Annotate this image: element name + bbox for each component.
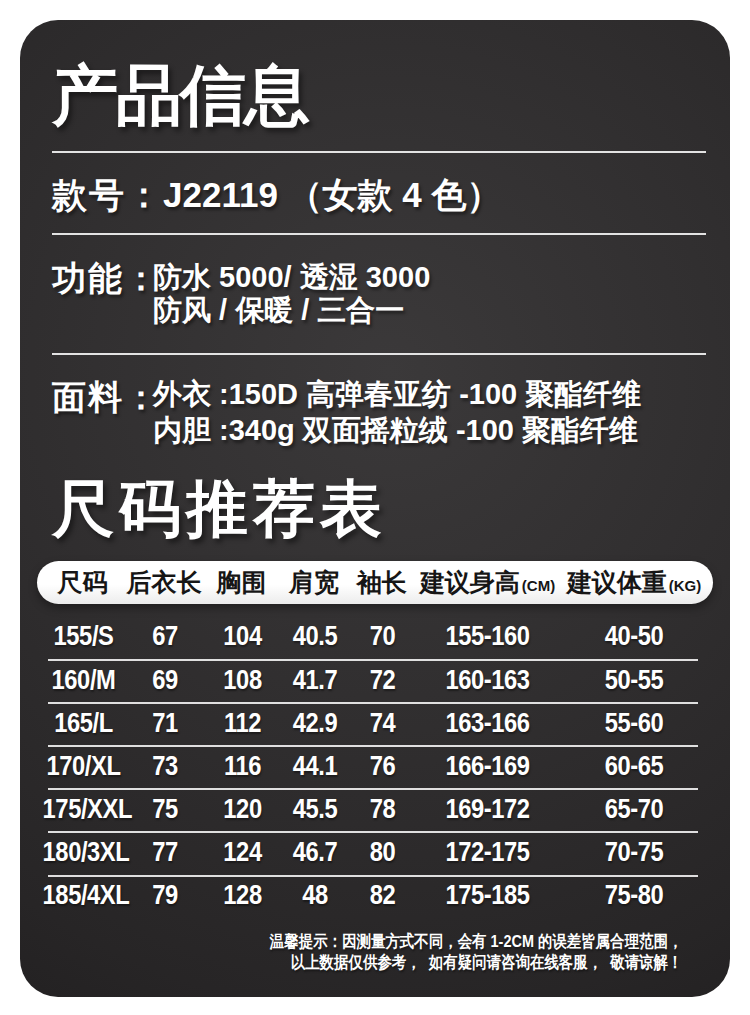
table-cell: 70-75 bbox=[564, 837, 703, 868]
table-row: 175/XXL 75 120 45.5 78 169-172 65-70 bbox=[37, 788, 713, 831]
model-row: 款号：J22119 （女款 4 色） bbox=[52, 177, 502, 213]
table-header-cell: 建议体重(KG) bbox=[555, 566, 713, 599]
table-cell: 172-175 bbox=[428, 837, 547, 868]
row-separator bbox=[48, 659, 698, 661]
table-header-cell: 袖长 bbox=[345, 566, 420, 599]
table-cell: 41.7 bbox=[289, 665, 342, 696]
table-cell: 124 bbox=[205, 837, 280, 868]
row-separator bbox=[48, 875, 698, 877]
table-cell: 67 bbox=[134, 621, 196, 652]
row-separator bbox=[48, 702, 698, 704]
fabric-line-1: 外衣 :150D 高弹春亚纺 -100 聚酯纤维 bbox=[153, 376, 641, 412]
table-cell: 70 bbox=[350, 621, 416, 652]
row-separator bbox=[48, 831, 698, 833]
table-cell: 44.1 bbox=[289, 751, 342, 782]
table-cell: 78 bbox=[350, 794, 416, 825]
table-header-cell: 尺码 bbox=[37, 566, 130, 599]
row-separator bbox=[48, 745, 698, 747]
table-cell: 74 bbox=[350, 708, 416, 739]
table-cell: 112 bbox=[205, 708, 280, 739]
table-header-cell: 后衣长 bbox=[130, 566, 200, 599]
table-cell: 72 bbox=[350, 665, 416, 696]
fabric-lines: 外衣 :150D 高弹春亚纺 -100 聚酯纤维内胆 :340g 双面摇粒绒 -… bbox=[153, 376, 641, 448]
divider bbox=[52, 151, 706, 153]
table-cell: 76 bbox=[350, 751, 416, 782]
table-cell: 163-166 bbox=[428, 708, 547, 739]
table-cell: 42.9 bbox=[289, 708, 342, 739]
notice-line-2: 以上数据仅供参考， 如有疑问请咨询在线客服， 敬请谅解！ bbox=[269, 952, 682, 973]
notice-text: 温馨提示：因测量方式不同，会有 1-2CM 的误差皆属合理范围，以上数据仅供参考… bbox=[269, 931, 682, 973]
table-cell: 46.7 bbox=[289, 837, 342, 868]
row-separator bbox=[48, 788, 698, 790]
table-cell: 71 bbox=[134, 708, 196, 739]
table-cell: 155/S bbox=[43, 621, 125, 652]
notice-line-1: 温馨提示：因测量方式不同，会有 1-2CM 的误差皆属合理范围， bbox=[269, 931, 682, 952]
table-cell: 108 bbox=[205, 665, 280, 696]
table-cell: 82 bbox=[350, 880, 416, 911]
model-value: J22119 （女款 4 色） bbox=[163, 175, 502, 214]
table-cell: 128 bbox=[205, 880, 280, 911]
table-cell: 40-50 bbox=[564, 621, 703, 652]
table-header-cell: 建议身高(CM) bbox=[420, 566, 555, 599]
features-line-2: 防风 / 保暖 / 三合一 bbox=[153, 294, 430, 327]
table-cell: 48 bbox=[289, 880, 342, 911]
table-cell: 120 bbox=[205, 794, 280, 825]
table-cell: 165/L bbox=[43, 708, 125, 739]
table-header-row: 尺码 后衣长 胸围 肩宽 袖长 建议身高(CM) 建议体重(KG) bbox=[37, 561, 713, 604]
table-row: 180/3XL 77 124 46.7 80 172-175 70-75 bbox=[37, 831, 713, 874]
divider bbox=[52, 233, 706, 235]
table-row: 185/4XL 79 128 48 82 175-185 75-80 bbox=[37, 874, 713, 917]
product-info-card: 产品信息 款号：J22119 （女款 4 色） 功能： 防水 5000/ 透湿 … bbox=[20, 20, 730, 997]
table-row: 160/M 69 108 41.7 72 160-163 50-55 bbox=[37, 659, 713, 702]
table-cell: 50-55 bbox=[564, 665, 703, 696]
table-header-cell: 肩宽 bbox=[285, 566, 345, 599]
table-cell: 69 bbox=[134, 665, 196, 696]
features-line-1: 防水 5000/ 透湿 3000 bbox=[153, 261, 430, 294]
table-cell: 116 bbox=[205, 751, 280, 782]
table-row: 155/S 67 104 40.5 70 155-160 40-50 bbox=[37, 615, 713, 658]
table-cell: 40.5 bbox=[289, 621, 342, 652]
table-cell: 45.5 bbox=[289, 794, 342, 825]
page-title: 产品信息 bbox=[52, 60, 308, 130]
table-cell: 77 bbox=[134, 837, 196, 868]
model-label: 款号： bbox=[52, 175, 163, 214]
divider bbox=[52, 353, 706, 355]
table-cell: 75-80 bbox=[564, 880, 703, 911]
table-cell: 169-172 bbox=[428, 794, 547, 825]
table-cell: 175/XXL bbox=[43, 794, 125, 825]
fabric-line-2: 内胆 :340g 双面摇粒绒 -100 聚酯纤维 bbox=[153, 412, 641, 448]
table-row: 165/L 71 112 42.9 74 163-166 55-60 bbox=[37, 702, 713, 745]
size-table-title: 尺码推荐表 bbox=[52, 477, 387, 541]
table-row: 170/XL 73 116 44.1 76 166-169 60-65 bbox=[37, 745, 713, 788]
table-cell: 80 bbox=[350, 837, 416, 868]
table-cell: 65-70 bbox=[564, 794, 703, 825]
table-cell: 160-163 bbox=[428, 665, 547, 696]
fabric-label: 面料： bbox=[52, 380, 160, 414]
table-cell: 185/4XL bbox=[43, 880, 125, 911]
table-cell: 155-160 bbox=[428, 621, 547, 652]
table-cell: 170/XL bbox=[43, 751, 125, 782]
table-cell: 180/3XL bbox=[43, 837, 125, 868]
table-cell: 160/M bbox=[43, 665, 125, 696]
table-cell: 166-169 bbox=[428, 751, 547, 782]
table-cell: 104 bbox=[205, 621, 280, 652]
table-cell: 79 bbox=[134, 880, 196, 911]
table-cell: 75 bbox=[134, 794, 196, 825]
table-cell: 73 bbox=[134, 751, 196, 782]
features-label: 功能： bbox=[52, 261, 160, 295]
features-lines: 防水 5000/ 透湿 3000防风 / 保暖 / 三合一 bbox=[153, 261, 430, 327]
table-cell: 60-65 bbox=[564, 751, 703, 782]
table-cell: 55-60 bbox=[564, 708, 703, 739]
table-cell: 175-185 bbox=[428, 880, 547, 911]
table-header-cell: 胸围 bbox=[200, 566, 285, 599]
